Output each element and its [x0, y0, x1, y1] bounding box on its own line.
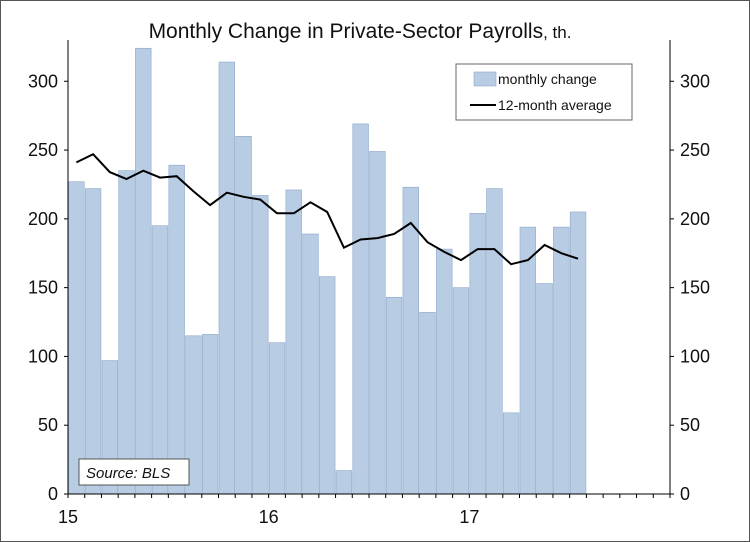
bar — [502, 412, 520, 495]
right-tick-label: 150 — [680, 278, 710, 298]
chart-title: Monthly Change in Private-Sector Payroll… — [149, 20, 572, 43]
bar — [369, 151, 386, 495]
bar — [452, 287, 470, 495]
source-note: Source: BLS — [78, 458, 190, 486]
bar — [151, 225, 169, 495]
bar — [486, 188, 503, 495]
source-box — [78, 458, 190, 486]
left-tick-label: 150 — [28, 278, 58, 298]
x-tick-label: 17 — [459, 507, 479, 527]
bar — [335, 470, 353, 495]
left-tick-label: 100 — [28, 346, 58, 366]
source-label: Source: BLS — [86, 465, 170, 482]
legend: monthly change 12-month average — [455, 63, 633, 121]
legend-swatch-bar — [473, 71, 497, 87]
bar — [135, 47, 152, 495]
left-tick-label: 300 — [28, 71, 58, 91]
bar — [569, 211, 587, 495]
bar — [536, 283, 553, 495]
bar — [118, 170, 135, 495]
x-tick-label: 15 — [58, 507, 78, 527]
legend-label-average: 12-month average — [498, 97, 612, 113]
bar — [553, 226, 570, 495]
bar — [168, 164, 185, 495]
bar — [84, 188, 102, 495]
axes-group: 0 0 50 50 100 100 150 150 200 200 250 250 300 300 15 16… — [28, 40, 710, 527]
bar — [285, 189, 302, 495]
right-tick-label: 100 — [680, 346, 710, 366]
x-tick-label: 16 — [259, 507, 279, 527]
bar — [419, 312, 436, 495]
legend-label-monthly: monthly change — [498, 71, 597, 87]
bar — [201, 334, 219, 495]
bar — [218, 61, 236, 495]
bar — [235, 136, 252, 495]
bar — [319, 276, 336, 495]
right-tick-label: 250 — [680, 140, 710, 160]
bar — [352, 123, 369, 495]
left-tick-label: 0 — [48, 484, 58, 504]
chart-title-unit: , th. — [543, 23, 571, 42]
left-tick-label: 200 — [28, 209, 58, 229]
bar — [252, 195, 269, 495]
chart-title-main: Monthly Change in Private-Sector Payroll… — [149, 20, 544, 43]
bar — [268, 342, 286, 495]
right-tick-label: 300 — [680, 71, 710, 91]
left-tick-label: 250 — [28, 140, 58, 160]
average-line-group — [75, 152, 579, 266]
bar — [385, 296, 403, 495]
bar — [302, 233, 319, 495]
average-line — [75, 152, 579, 266]
right-tick-label: 50 — [680, 415, 700, 435]
bar — [68, 181, 85, 495]
right-tick-label: 0 — [680, 484, 690, 504]
bar — [436, 248, 453, 495]
bars-group — [68, 47, 587, 495]
bar — [402, 186, 419, 495]
bar — [519, 226, 537, 495]
bar — [469, 213, 486, 495]
right-tick-label: 200 — [680, 209, 710, 229]
left-tick-label: 50 — [38, 415, 58, 435]
